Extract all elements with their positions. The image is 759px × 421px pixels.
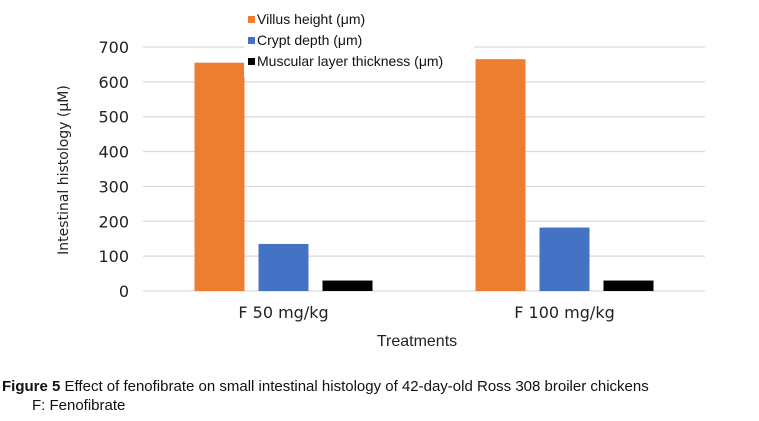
caption-text: Effect of fenofibrate on small intestina… (60, 378, 649, 395)
legend-swatch (248, 37, 255, 44)
x-tick-label: F 100 mg/kg (514, 303, 614, 322)
legend-swatch (248, 16, 255, 23)
bar (603, 280, 654, 291)
bar (322, 280, 373, 291)
y-tick-label: 600 (98, 73, 129, 92)
legend-background (244, 10, 474, 77)
legend: Villus height (μm) Crypt depth (μm) Muscul… (244, 10, 474, 77)
bar (539, 227, 590, 291)
y-tick-label: 400 (98, 143, 129, 162)
bar (194, 62, 245, 291)
legend-swatch (248, 58, 255, 65)
y-tick-label: 0 (119, 282, 129, 301)
y-tick-label: 300 (98, 177, 129, 196)
bar-chart: 0 100 200 300 400 500 600 700 F 50 mg/kg F 100 m… (56, 10, 705, 350)
caption-note: F: Fenofibrate (32, 397, 126, 414)
y-tick-label: 700 (98, 38, 129, 57)
legend-label: Villus height (μm) (257, 11, 365, 27)
x-tick-label: F 50 mg/kg (238, 303, 328, 322)
bars (194, 59, 654, 292)
y-tick-label: 100 (98, 247, 129, 266)
caption-label: Figure 5 (2, 378, 61, 395)
legend-label: Muscular layer thickness (μm) (257, 53, 443, 69)
bar (475, 59, 526, 292)
y-axis-label: Intestinal histology (μM) (56, 85, 72, 255)
x-axis-label: Treatments (377, 333, 457, 350)
y-tick-label: 500 (98, 108, 129, 127)
x-axis-ticks: F 50 mg/kg F 100 mg/kg (238, 303, 614, 322)
figure-caption: Figure 5 Effect of fenofibrate on small … (2, 377, 649, 415)
y-tick-label: 200 (98, 212, 129, 231)
y-axis-ticks: 0 100 200 300 400 500 600 700 (98, 38, 129, 301)
bar (258, 243, 309, 291)
legend-label: Crypt depth (μm) (257, 32, 362, 48)
